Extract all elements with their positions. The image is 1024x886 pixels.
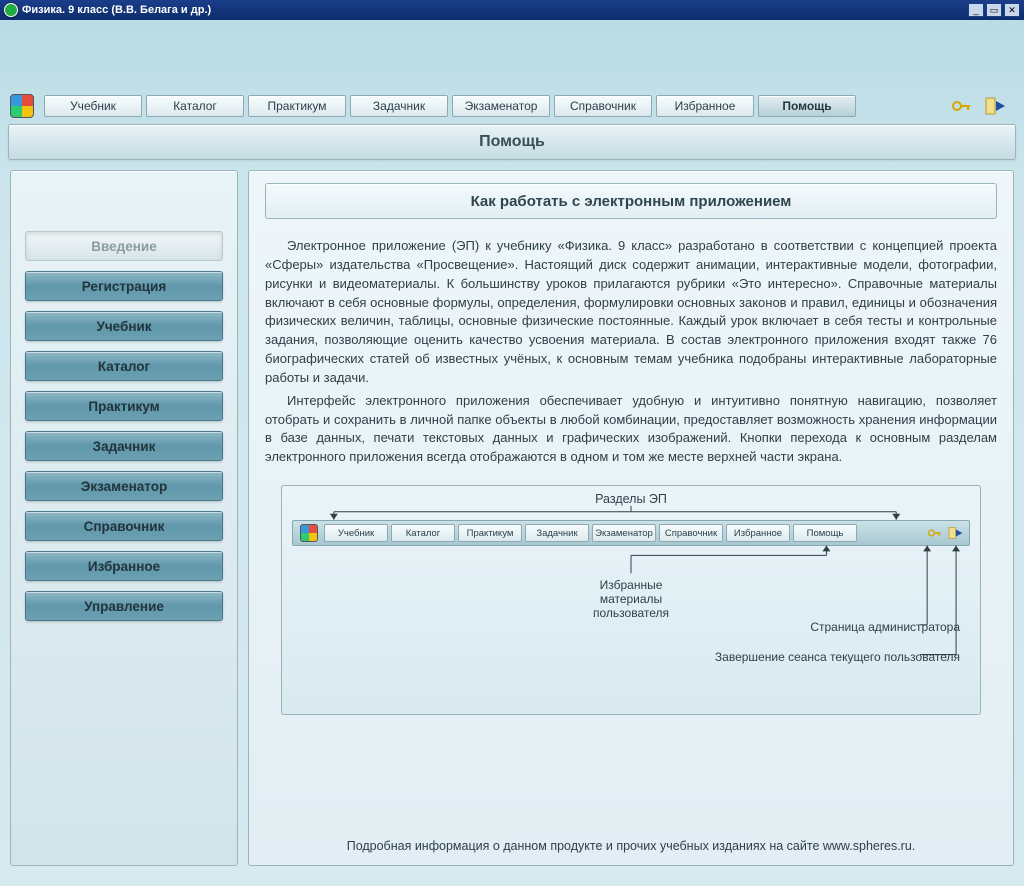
tab-help[interactable]: Помощь xyxy=(758,95,856,117)
callout-logout: Завершение сеанса текущего пользователя xyxy=(700,650,960,664)
content-title: Как работать с электронным приложением xyxy=(265,183,997,219)
window-buttons: _ ▭ ✕ xyxy=(968,3,1020,17)
content-text: Электронное приложение (ЭП) к учебнику «… xyxy=(265,237,997,467)
app-root: Учебник Каталог Практикум Задачник Экзам… xyxy=(0,20,1024,886)
tab-catalog[interactable]: Каталог xyxy=(146,95,244,117)
topnav-right-icons xyxy=(950,95,1016,117)
sidebar-item-intro[interactable]: Введение xyxy=(25,231,223,261)
tab-favorites[interactable]: Избранное xyxy=(656,95,754,117)
topnav-wrap: Учебник Каталог Практикум Задачник Экзам… xyxy=(8,92,1016,120)
tab-textbook[interactable]: Учебник xyxy=(44,95,142,117)
content-footer: Подробная информация о данном продукте и… xyxy=(249,839,1013,853)
body-area: Введение Регистрация Учебник Каталог Пра… xyxy=(10,170,1014,866)
section-header: Помощь xyxy=(8,124,1016,160)
topnav: Учебник Каталог Практикум Задачник Экзам… xyxy=(44,95,856,117)
tab-reference[interactable]: Справочник xyxy=(554,95,652,117)
tab-practicum[interactable]: Практикум xyxy=(248,95,346,117)
window-titlebar: Физика. 9 класс (В.В. Белага и др.) _ ▭ … xyxy=(0,0,1024,20)
sidebar-item-admin[interactable]: Управление xyxy=(25,591,223,621)
window-title: Физика. 9 класс (В.В. Белага и др.) xyxy=(22,4,968,16)
sidebar-item-reference[interactable]: Справочник xyxy=(25,511,223,541)
sidebar: Введение Регистрация Учебник Каталог Пра… xyxy=(10,170,238,866)
sidebar-item-favorites[interactable]: Избранное xyxy=(25,551,223,581)
content-panel: Как работать с электронным приложением Э… xyxy=(248,170,1014,866)
close-button[interactable]: ✕ xyxy=(1004,3,1020,17)
admin-key-icon[interactable] xyxy=(950,95,974,117)
tab-examiner[interactable]: Экзаменатор xyxy=(452,95,550,117)
sidebar-item-practicum[interactable]: Практикум xyxy=(25,391,223,421)
sidebar-item-catalog[interactable]: Каталог xyxy=(25,351,223,381)
tab-tasks[interactable]: Задачник xyxy=(350,95,448,117)
content-paragraph-2: Интерфейс электронного приложения обеспе… xyxy=(265,392,997,467)
callout-favorites: Избранные материалы пользователя xyxy=(571,578,691,620)
app-icon xyxy=(4,3,18,17)
sidebar-item-tasks[interactable]: Задачник xyxy=(25,431,223,461)
minimize-button[interactable]: _ xyxy=(968,3,984,17)
sidebar-item-examiner[interactable]: Экзаменатор xyxy=(25,471,223,501)
sidebar-item-registration[interactable]: Регистрация xyxy=(25,271,223,301)
callout-admin: Страница администратора xyxy=(760,620,960,634)
exit-icon[interactable] xyxy=(984,95,1008,117)
toolbar-diagram: Разделы ЭП xyxy=(281,485,981,715)
maximize-button[interactable]: ▭ xyxy=(986,3,1002,17)
content-paragraph-1: Электронное приложение (ЭП) к учебнику «… xyxy=(265,237,997,388)
sidebar-item-textbook[interactable]: Учебник xyxy=(25,311,223,341)
logo-icon xyxy=(10,94,34,118)
